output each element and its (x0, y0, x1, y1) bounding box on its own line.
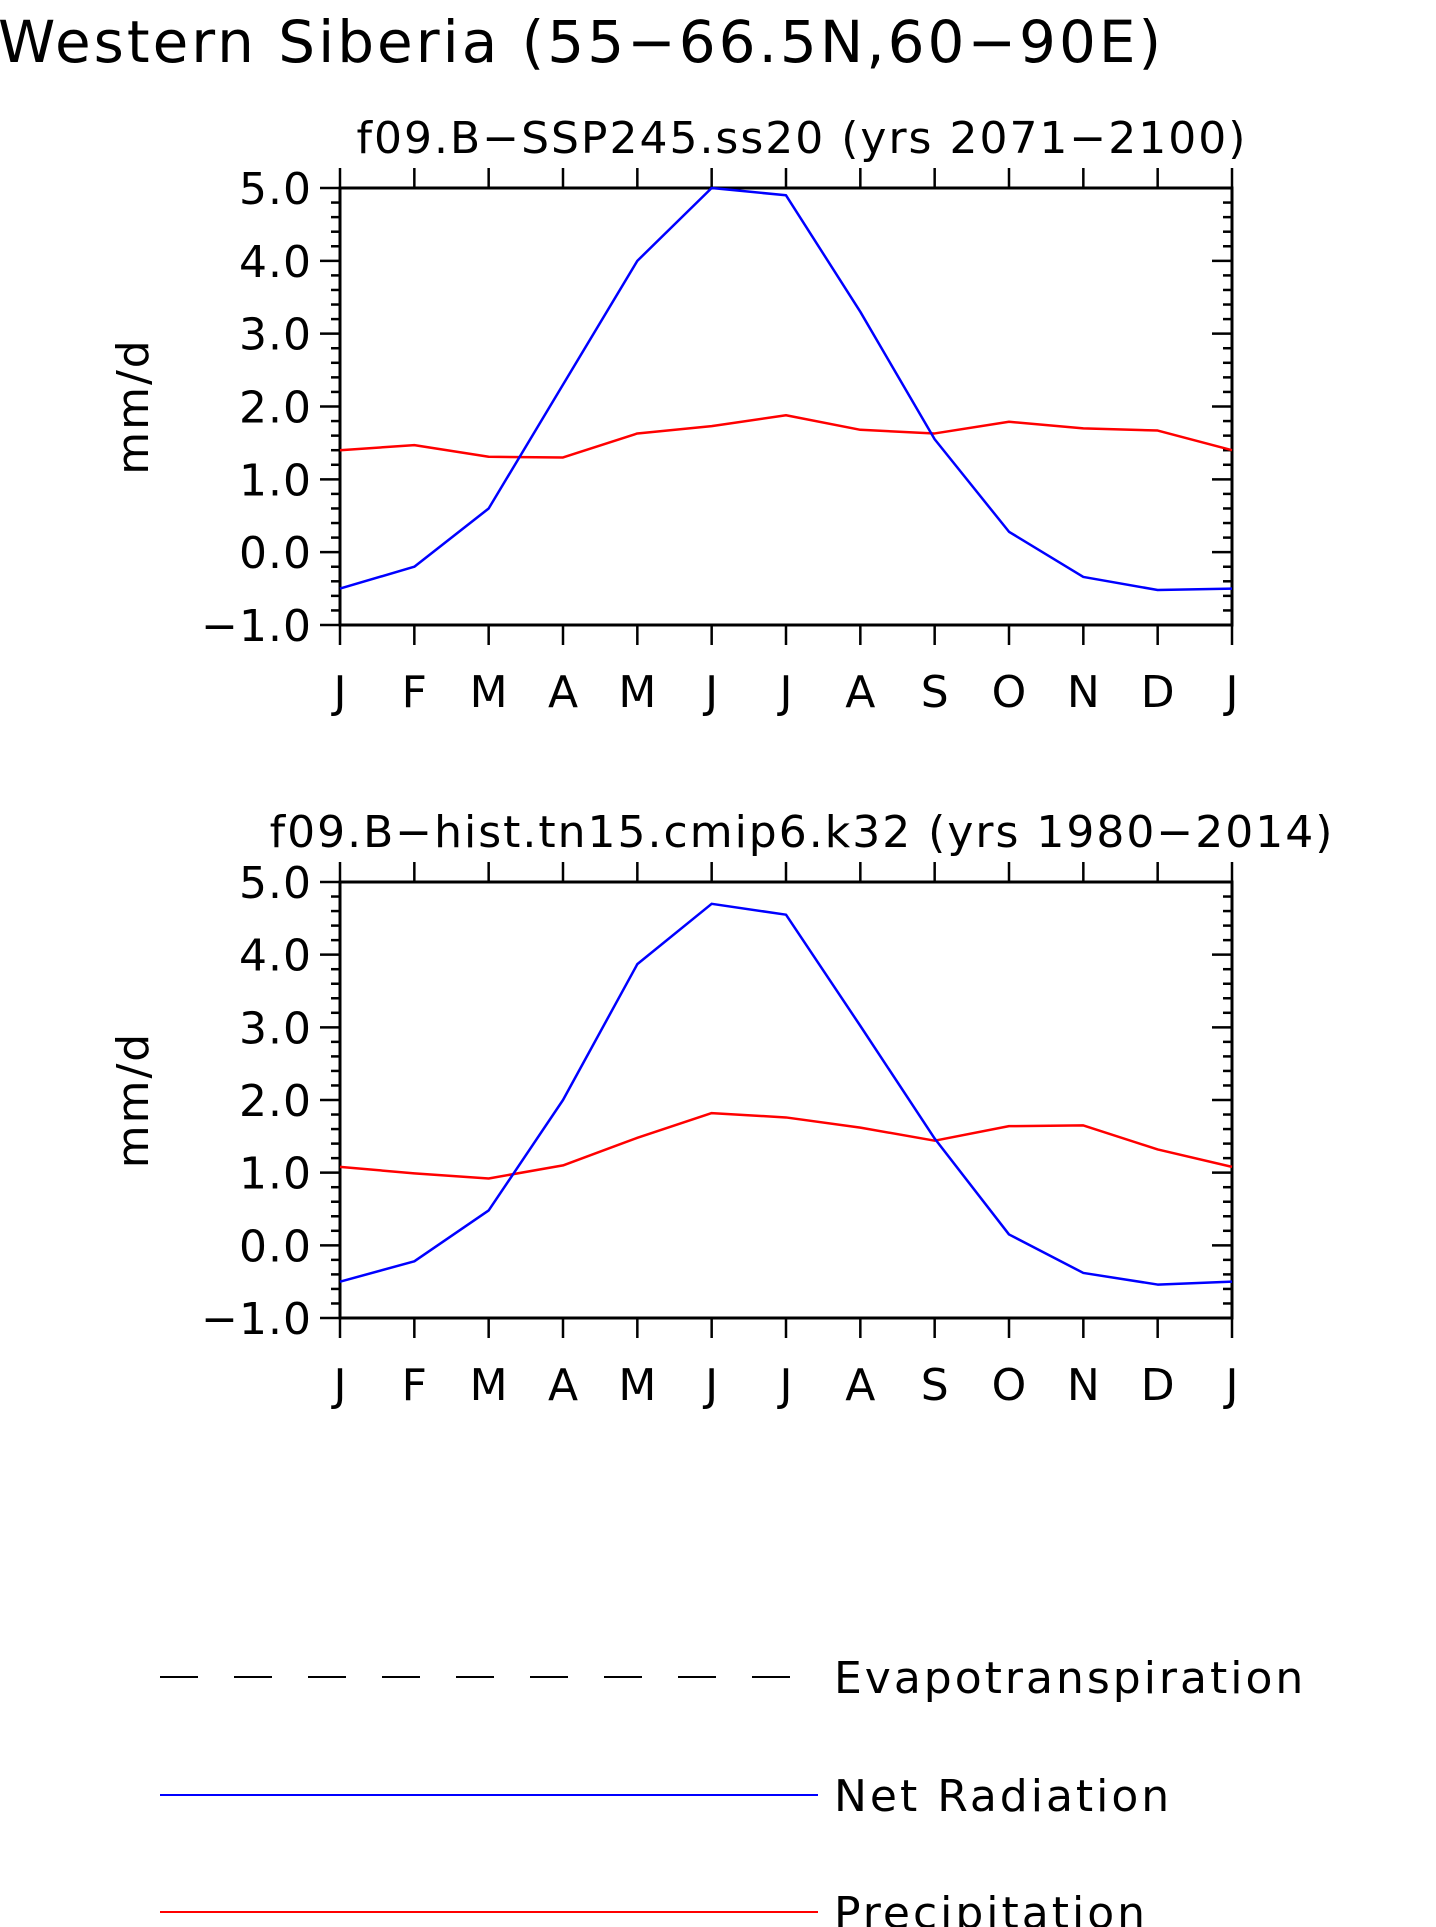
y-tick-label: 5.0 (239, 164, 312, 215)
y-tick-label: 4.0 (239, 931, 312, 982)
y-tick-label: −1.0 (201, 1294, 312, 1345)
y-tick-label: 3.0 (239, 310, 312, 361)
x-tick-label: S (921, 667, 949, 718)
y-tick-label: 0.0 (239, 1221, 312, 1272)
legend-label: Evapotranspiration (834, 1653, 1306, 1704)
x-tick-label: A (548, 1360, 578, 1411)
y-tick-label: 2.0 (239, 1076, 312, 1127)
plot-frame (338, 186, 1234, 627)
y-tick-label: 1.0 (239, 455, 312, 506)
x-tick-label: M (618, 1360, 656, 1411)
y-tick-label: 5.0 (239, 858, 312, 909)
y-tick-label: 2.0 (239, 383, 312, 434)
x-tick-label: A (548, 667, 578, 718)
x-tick-label: A (845, 1360, 875, 1411)
x-tick-label: S (921, 1360, 949, 1411)
x-tick-label: J (702, 667, 718, 718)
x-tick-label: D (1141, 1360, 1175, 1411)
series-line-net-radiation (339, 902, 1233, 1286)
x-tick-label: J (777, 1360, 793, 1411)
x-tick-label: J (1223, 667, 1239, 718)
x-tick-label: J (702, 1360, 718, 1411)
y-tick-label: −1.0 (201, 601, 312, 652)
x-tick-label: A (845, 667, 875, 718)
plots-group: f09.B−SSP245.ss20 (yrs 2071−2100) 5.0 4.0 3… (108, 113, 1335, 1411)
x-tick-label: N (1067, 667, 1100, 718)
legend-label: Precipitation (834, 1888, 1148, 1927)
x-tick-label: M (470, 667, 508, 718)
y-axis-label: mm/d (108, 1032, 159, 1168)
x-tick-label: F (402, 667, 427, 718)
y-ticks (320, 880, 1232, 1320)
y-axis-label: mm/d (108, 338, 159, 474)
plot-frame (338, 880, 1234, 1320)
series-line-net-radiation (339, 186, 1233, 592)
plot-1: f09.B−SSP245.ss20 (yrs 2071−2100) 5.0 4.0 3… (108, 113, 1248, 718)
x-tick-label: O (992, 1360, 1027, 1411)
series-line-precipitation (339, 413, 1233, 459)
x-tick-label: J (1223, 1360, 1239, 1411)
plot-2: f09.B−hist.tn15.cmip6.k32 (yrs 1980−2014… (108, 807, 1335, 1411)
plot-title: f09.B−SSP245.ss20 (yrs 2071−2100) (357, 113, 1248, 164)
series-line-precipitation (339, 1111, 1233, 1180)
legend: Evapotranspiration Net Radiation Precipita… (160, 1653, 1306, 1927)
legend-label: Net Radiation (834, 1771, 1172, 1822)
x-tick-label: J (331, 1360, 347, 1411)
x-tick-label: J (777, 667, 793, 718)
x-tick-label: D (1141, 667, 1175, 718)
x-tick-label: F (402, 1360, 427, 1411)
x-tick-label: O (992, 667, 1027, 718)
x-tick-label: M (470, 1360, 508, 1411)
plot-title: f09.B−hist.tn15.cmip6.k32 (yrs 1980−2014… (270, 807, 1335, 858)
y-ticks (320, 186, 1232, 627)
y-tick-label: 0.0 (239, 528, 312, 579)
main-title: Western Siberia (55−66.5N,60−90E) (0, 8, 1164, 76)
y-tick-label: 3.0 (239, 1003, 312, 1054)
y-tick-label: 1.0 (239, 1149, 312, 1200)
y-tick-label: 4.0 (239, 237, 312, 288)
x-tick-label: N (1067, 1360, 1100, 1411)
x-tick-label: M (618, 667, 656, 718)
x-tick-label: J (331, 667, 347, 718)
